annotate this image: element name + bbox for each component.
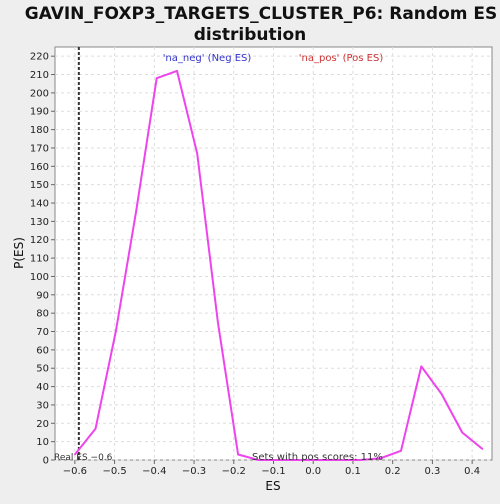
- x-tick-label: 0.2: [385, 466, 401, 477]
- y-tick-label: 110: [30, 254, 49, 265]
- x-tick-label: −0.5: [102, 466, 126, 477]
- x-tick-label: −0.2: [222, 466, 246, 477]
- y-tick-label: 30: [36, 400, 49, 411]
- data-point: [379, 457, 382, 459]
- y-tick-label: 160: [30, 162, 49, 173]
- y-tick-label: 100: [30, 272, 49, 283]
- y-tick-label: 90: [36, 290, 49, 301]
- y-tick-label: 180: [30, 125, 49, 136]
- grid: [55, 47, 492, 461]
- data-point: [339, 459, 341, 461]
- data-point: [359, 459, 361, 461]
- x-tick-label: 0.0: [305, 466, 321, 477]
- data-point: [176, 70, 178, 72]
- chart-title-line2: distribution: [194, 25, 306, 45]
- data-point: [440, 393, 443, 395]
- data-point: [196, 152, 199, 155]
- data-point: [237, 453, 239, 456]
- x-axis-label: ES: [265, 479, 280, 493]
- data-point: [461, 431, 464, 434]
- x-tick-label: −0.6: [63, 466, 87, 477]
- neg-es-label: 'na_neg' (Neg ES): [163, 53, 252, 64]
- y-tick-label: 190: [30, 107, 49, 118]
- data-point: [298, 459, 301, 461]
- y-tick-label: 70: [36, 327, 49, 338]
- data-point: [400, 450, 402, 452]
- y-tick-label: 40: [36, 382, 49, 393]
- y-tick-label: 60: [36, 345, 49, 356]
- x-tick-label: −0.1: [261, 466, 285, 477]
- data-point: [155, 77, 158, 80]
- data-point: [481, 448, 484, 450]
- x-tick-label: 0.1: [345, 466, 361, 477]
- y-tick-label: 200: [30, 88, 49, 99]
- y-tick-label: 210: [30, 70, 49, 81]
- y-tick-label: 220: [30, 52, 49, 63]
- y-tick-label: 140: [30, 199, 49, 210]
- y-tick-label: 10: [36, 437, 49, 448]
- y-tick-label: 130: [30, 217, 49, 228]
- data-point: [318, 459, 321, 461]
- y-tick-label: 80: [36, 309, 49, 320]
- data-point: [114, 330, 117, 333]
- y-axis-label: P(ES): [12, 237, 26, 269]
- data-point: [74, 453, 76, 456]
- pos-es-label: 'na_pos' (Pos ES): [299, 53, 384, 64]
- y-tick-label: 150: [30, 180, 49, 191]
- x-tick-label: 0.3: [424, 466, 440, 477]
- chart-title-line1: GAVIN_FOXP3_TARGETS_CLUSTER_P6: Random E…: [25, 4, 498, 24]
- data-point: [94, 427, 97, 430]
- pos-scores-label: Sets with pos scores: 11%: [252, 452, 383, 463]
- data-point: [217, 321, 219, 324]
- y-tick-label: 170: [30, 143, 49, 154]
- y-tick-label: 0: [43, 456, 49, 467]
- data-point: [257, 459, 260, 461]
- y-tick-label: 20: [36, 419, 49, 430]
- x-tick-label: 0.4: [464, 466, 480, 477]
- data-point: [135, 211, 137, 213]
- axis-ticks: 0 10 20 30 40 50 60 70 80 90 100 110 120 130 140 150 160…: [30, 52, 480, 477]
- real-es-label: Real ES −0.6: [54, 453, 113, 463]
- data-point: [420, 365, 423, 368]
- y-tick-label: 50: [36, 364, 49, 375]
- data-point: [277, 459, 280, 461]
- y-tick-label: 120: [30, 235, 49, 246]
- series-lines: [74, 69, 484, 461]
- x-tick-label: −0.3: [182, 466, 206, 477]
- x-tick-label: −0.4: [142, 466, 166, 477]
